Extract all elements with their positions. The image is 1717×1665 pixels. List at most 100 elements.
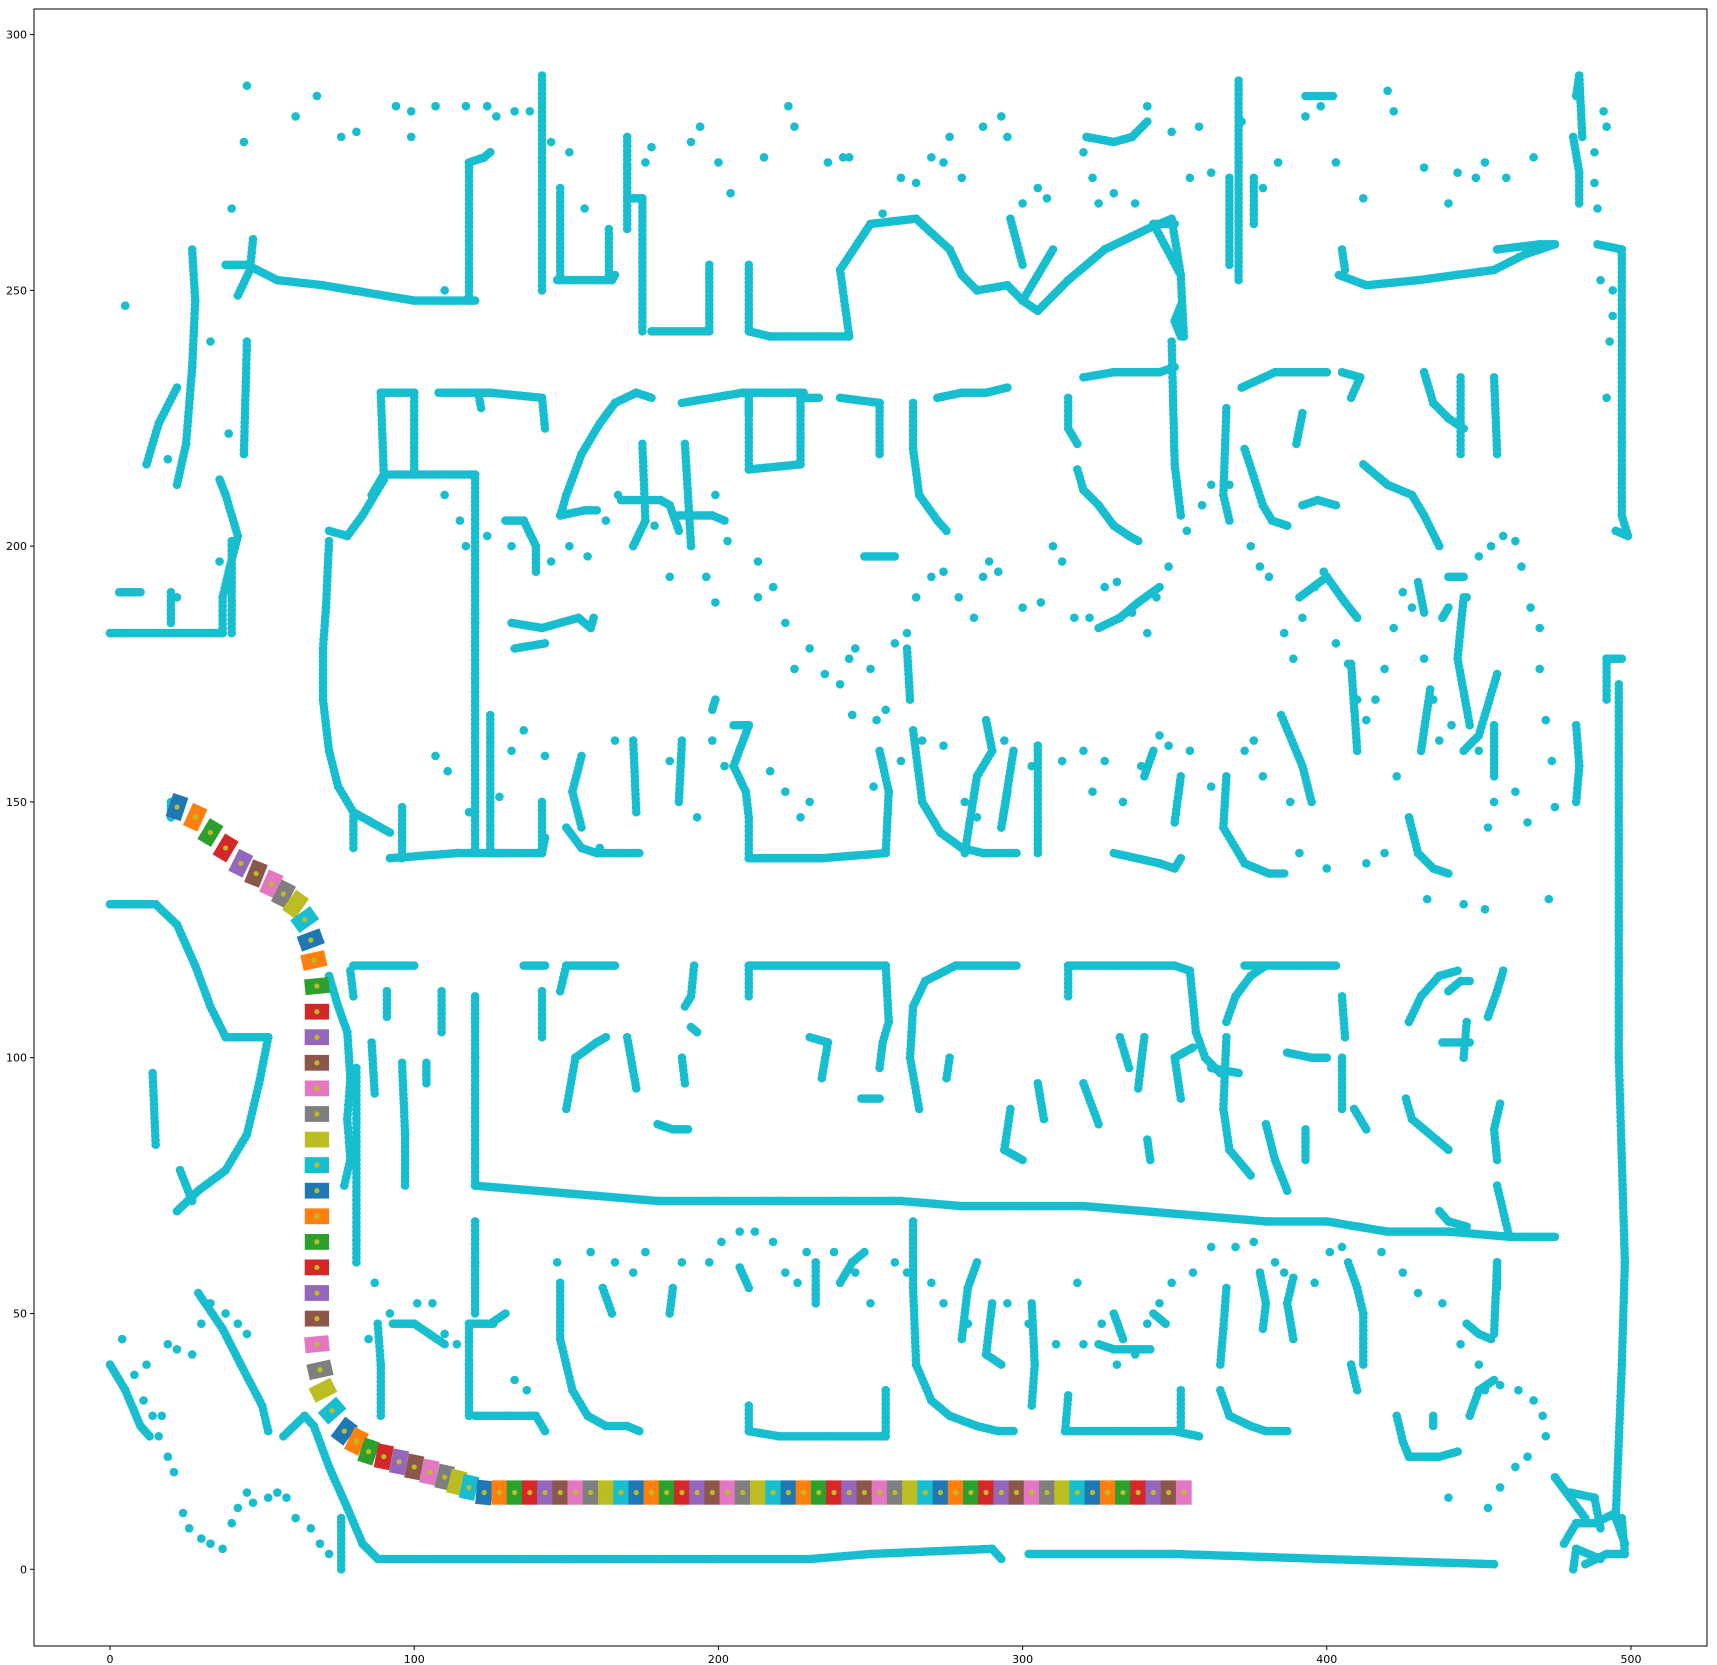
map-point [1581,1559,1590,1569]
map-point [674,526,684,536]
map-point [1003,383,1012,392]
map-point [890,552,900,561]
map-point [942,526,951,536]
map-point [227,628,236,638]
map-point [1307,797,1316,807]
map-point [1489,1559,1499,1569]
map-wall [349,807,358,853]
map-point [187,1196,197,1206]
map-point [1489,373,1499,382]
map-wall [166,587,176,628]
map-wall [622,132,632,234]
map-point [437,1027,446,1037]
map-point [1170,818,1179,827]
map-point [340,1181,349,1190]
map-point [1155,582,1164,592]
map-wall [647,260,714,336]
map-point [166,618,176,628]
map-wall [352,1063,361,1267]
map-point [531,567,541,576]
map-wall [175,1165,197,1206]
map-point [422,1079,431,1088]
map-wall [239,337,252,459]
map-point [1143,117,1152,126]
map-wall [1018,245,1058,305]
map-wall [1444,572,1468,582]
map-point [1489,772,1499,781]
map-point [1456,373,1465,382]
map-wall [1301,91,1338,101]
map-point [1459,572,1468,582]
map-wall [349,961,419,970]
map-point [705,260,714,270]
map-point [604,224,614,234]
map-point [1617,654,1627,663]
map-point [349,843,358,853]
map-point [997,1554,1006,1564]
map-point [555,183,565,193]
map-point [1012,848,1021,858]
map-wall [422,1058,431,1088]
map-point [875,746,884,756]
map-point [540,639,550,648]
map-point [720,516,729,525]
map-point [324,526,334,536]
map-wall [194,1288,273,1436]
map-wall [744,214,967,341]
map-wall [1571,71,1587,142]
map-point [172,1206,182,1216]
map-wall [1033,741,1043,858]
map-wall [373,1544,1006,1564]
map-point [1234,76,1243,85]
map-wall [227,536,236,638]
map-point [1176,511,1186,520]
map-point [1337,367,1347,377]
map-wall [114,587,145,597]
map-wall [537,71,547,295]
map-point [1298,408,1307,418]
map-point [215,475,224,484]
map-point [470,296,480,305]
map-point [352,1258,361,1267]
map-wall [1170,301,1189,341]
map-point [1352,613,1362,623]
map-point [1444,603,1453,612]
map-point [1033,848,1043,858]
map-point [1179,332,1189,341]
map-point [1578,132,1587,142]
map-point [711,695,720,704]
map-point [814,393,824,403]
map-wall [1006,214,1027,270]
map-point [242,337,252,346]
map-wall [279,1411,383,1564]
map-wall [555,183,565,285]
map-point [470,848,480,858]
map-point [1009,746,1018,756]
map-point [248,234,258,244]
plot-data-layer [105,71,1633,1574]
map-point [632,807,641,817]
map-wall [1614,680,1624,1062]
map-wall [382,986,392,1022]
map-wall [105,1360,154,1441]
map-point [592,506,601,515]
map-wall [1234,76,1243,285]
map-point [1225,516,1234,525]
map-point [136,587,145,597]
map-wall [397,802,407,863]
map-point [647,393,656,403]
map-point [1176,853,1186,863]
map-point [1352,746,1362,756]
map-point [1149,746,1158,756]
map-wall [148,1068,160,1149]
map-point [1459,746,1468,756]
map-point [1465,720,1474,730]
map-wall [1489,720,1499,781]
map-point [336,1513,346,1523]
map-wall [336,1513,346,1574]
map-wall [172,1032,273,1216]
map-wall [860,552,900,561]
map-point [610,270,620,280]
map-point [473,388,483,398]
map-point [263,1426,273,1436]
